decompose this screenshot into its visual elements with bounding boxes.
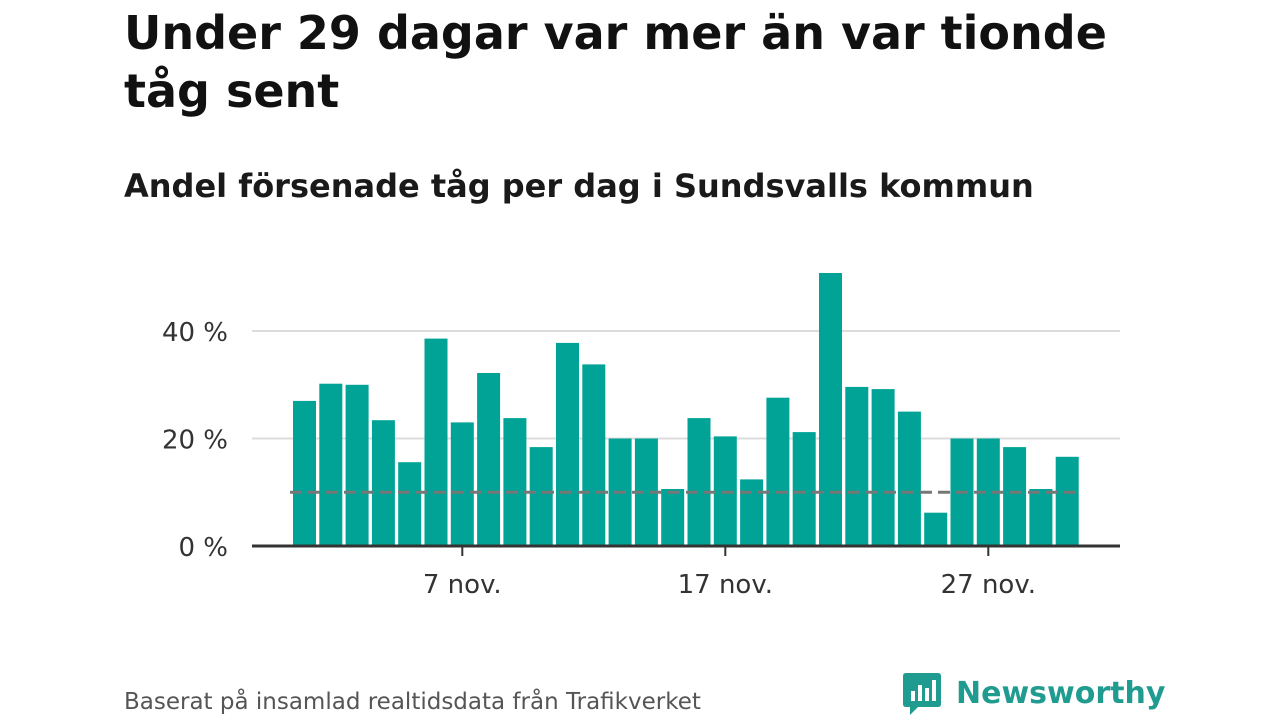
bar (766, 397, 790, 546)
y-tick-label: 0 % (178, 533, 228, 563)
bar (687, 418, 711, 546)
bar (792, 432, 816, 546)
bar (1029, 489, 1053, 546)
bar (450, 422, 474, 546)
brand-logo: Newsworthy (902, 670, 1165, 718)
gridlines (252, 330, 1120, 440)
bar (477, 373, 501, 546)
x-tick-label: 27 nov. (941, 570, 1036, 600)
bar (976, 438, 1000, 546)
chart-subtitle: Andel försenade tåg per dag i Sundsvalls… (124, 167, 1034, 205)
bar (503, 418, 527, 546)
bar (1003, 447, 1027, 546)
bar (345, 384, 369, 546)
bar-chart: 0 % 20 % 40 % 7 nov. 17 nov. 27 nov. (162, 273, 1120, 600)
bar (371, 420, 395, 546)
axes: 0 % 20 % 40 % 7 nov. 17 nov. 27 nov. (162, 318, 1120, 600)
x-tick-label: 17 nov. (678, 570, 773, 600)
newsworthy-logo-icon (903, 673, 941, 715)
bar (424, 338, 448, 546)
brand-name: Newsworthy (956, 676, 1166, 711)
bar (1055, 456, 1079, 546)
y-tick-label: 40 % (162, 318, 228, 348)
bar (398, 462, 422, 546)
bars (293, 273, 1079, 546)
y-tick-label: 20 % (162, 426, 228, 456)
bar (529, 447, 553, 546)
source-note: Baserat på insamlad realtidsdata från Tr… (124, 689, 701, 715)
bar (871, 389, 895, 546)
bar (661, 489, 685, 546)
bar (634, 438, 658, 546)
bar (556, 342, 579, 546)
bar (897, 411, 921, 546)
bar (740, 479, 764, 546)
bar (319, 383, 343, 546)
bar (924, 512, 948, 546)
bar (845, 386, 869, 546)
chart-title: Under 29 dagar var mer än var tionde tåg… (124, 6, 1107, 118)
x-tick-label: 7 nov. (423, 570, 502, 600)
bar (819, 273, 842, 546)
bar (293, 400, 316, 546)
bar (582, 364, 606, 546)
